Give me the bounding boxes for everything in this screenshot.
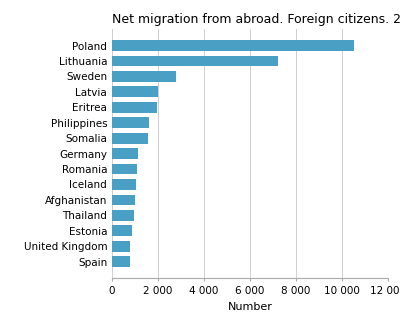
Bar: [112, 56, 278, 66]
Bar: [112, 133, 148, 144]
Bar: [112, 148, 138, 159]
Bar: [112, 241, 130, 252]
Bar: [112, 102, 157, 113]
Bar: [112, 164, 137, 174]
Bar: [112, 40, 354, 51]
Bar: [112, 117, 149, 128]
Bar: [112, 71, 176, 82]
X-axis label: Number: Number: [228, 301, 272, 312]
Text: Net migration from abroad. Foreign citizens. 2011: Net migration from abroad. Foreign citiz…: [112, 13, 400, 26]
Bar: [112, 179, 136, 190]
Bar: [112, 86, 158, 97]
Bar: [112, 195, 135, 205]
Bar: [112, 210, 134, 221]
Bar: [112, 225, 132, 236]
Bar: [112, 256, 130, 267]
